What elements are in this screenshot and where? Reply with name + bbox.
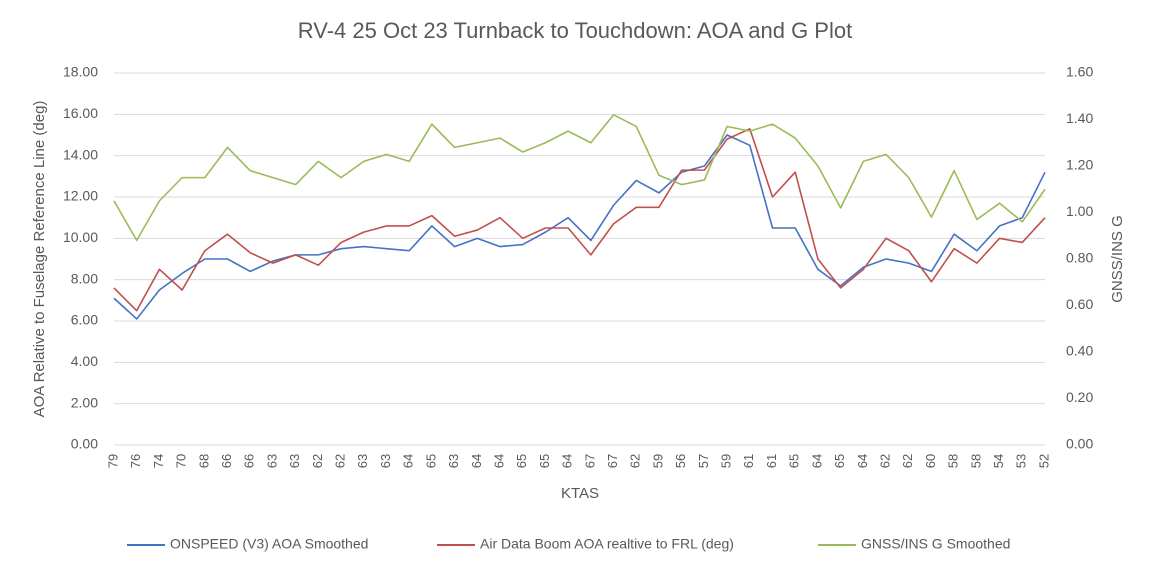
x-tick-label: 62 [628,454,643,468]
x-tick-label: 74 [151,454,166,468]
y-tick-label: 0.00 [71,436,98,452]
x-tick-label: 59 [719,454,734,468]
y-tick-label: 16.00 [63,105,98,121]
x-tick-label: 57 [696,454,711,468]
x-tick-label: 53 [1014,454,1029,468]
x-tick-label: 64 [469,454,484,468]
x-tick-label: 62 [877,454,892,468]
x-tick-label: 59 [650,454,665,468]
x-tick-label: 66 [242,454,257,468]
x-tick-label: 65 [514,454,529,468]
x-tick-label: 64 [560,454,575,468]
legend-label: GNSS/INS G Smoothed [861,536,1010,552]
x-tick-label: 62 [310,454,325,468]
y-tick-label: 6.00 [71,312,98,328]
x-tick-label: 62 [900,454,915,468]
y2-tick-label: 0.40 [1066,343,1093,359]
x-tick-label: 66 [219,454,234,468]
x-tick-label: 61 [764,454,779,468]
y-axis-title: AOA Relative to Fuselage Reference Line … [31,101,48,418]
legend-label: Air Data Boom AOA realtive to FRL (deg) [480,536,734,552]
x-tick-label: 64 [855,454,870,468]
x-tick-label: 65 [423,454,438,468]
x-tick-label: 63 [446,454,461,468]
y2-tick-label: 0.00 [1066,436,1093,452]
x-tick-label: 79 [105,454,120,468]
x-tick-label: 63 [378,454,393,468]
y-tick-label: 2.00 [71,394,98,410]
legend-label: ONSPEED (V3) AOA Smoothed [170,536,368,552]
x-tick-label: 54 [991,454,1006,468]
series-line [113,114,1046,242]
x-tick-label: 64 [491,454,506,468]
x-axis-title: KTAS [561,485,599,502]
series-line [113,128,1046,312]
x-tick-label: 67 [582,454,597,468]
x-tick-label: 60 [923,454,938,468]
y2-tick-label: 1.60 [1066,64,1093,80]
x-tick-label: 63 [264,454,279,468]
y2-axis-title: GNSS/INS G [1109,215,1126,303]
x-tick-label: 70 [174,454,189,468]
series-line [113,134,1046,320]
y2-tick-label: 0.80 [1066,250,1093,266]
y2-tick-label: 1.20 [1066,157,1093,173]
x-tick-label: 76 [128,454,143,468]
x-tick-label: 64 [401,454,416,468]
y-tick-label: 14.00 [63,146,98,162]
x-tick-label: 58 [968,454,983,468]
x-tick-label: 61 [741,454,756,468]
x-tick-label: 64 [809,454,824,468]
chart-title: RV-4 25 Oct 23 Turnback to Touchdown: AO… [298,18,852,43]
y-tick-label: 12.00 [63,188,98,204]
y-tick-label: 8.00 [71,270,98,286]
y-tick-label: 18.00 [63,64,98,80]
y2-tick-label: 0.20 [1066,389,1093,405]
x-tick-label: 62 [333,454,348,468]
y2-tick-label: 1.40 [1066,110,1093,126]
y-tick-label: 4.00 [71,353,98,369]
x-tick-label: 65 [537,454,552,468]
x-tick-label: 63 [355,454,370,468]
x-tick-label: 65 [832,454,847,468]
x-tick-label: 58 [946,454,961,468]
x-tick-label: 56 [673,454,688,468]
x-tick-label: 67 [605,454,620,468]
y2-tick-label: 0.60 [1066,296,1093,312]
x-tick-label: 52 [1036,454,1051,468]
x-tick-label: 63 [287,454,302,468]
y2-tick-label: 1.00 [1066,203,1093,219]
x-tick-label: 65 [787,454,802,468]
y-tick-label: 10.00 [63,229,98,245]
x-tick-label: 68 [196,454,211,468]
